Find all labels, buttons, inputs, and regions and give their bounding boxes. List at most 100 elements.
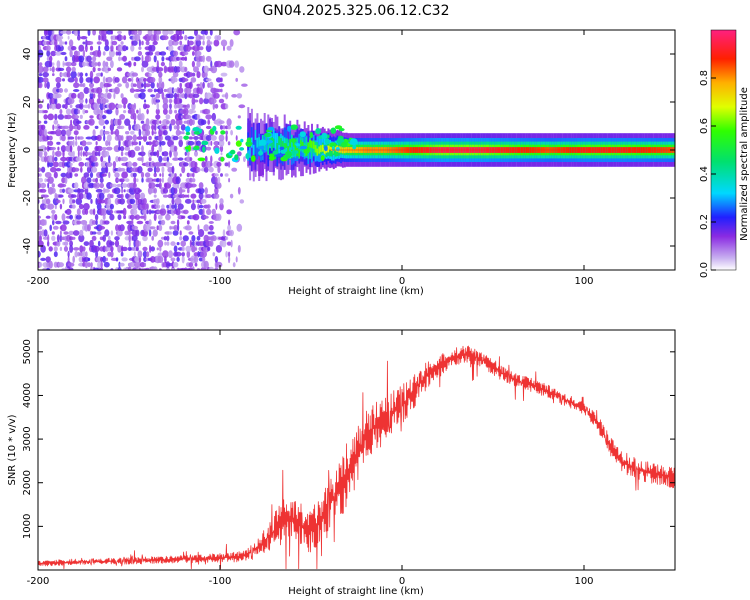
snr-x-tick-label: -200 xyxy=(27,576,50,587)
spectrogram-noise-cell xyxy=(234,60,240,68)
spectrogram-noise-cell xyxy=(161,204,165,209)
spectrogram-noise-cell xyxy=(135,229,140,237)
spectrogram-noise-cell xyxy=(73,130,79,136)
spectrogram-noise-cell xyxy=(113,92,116,100)
spectrogram-blob xyxy=(185,131,191,136)
spectrogram-noise-cell xyxy=(132,134,137,142)
spectrogram-noise-cell xyxy=(77,34,81,41)
spectrogram-noise-cell xyxy=(68,230,74,236)
spectrogram-noise-cell xyxy=(225,236,229,241)
spectrogram-noise-cell xyxy=(116,67,123,72)
spectrogram-noise-cell xyxy=(92,56,97,62)
spectrogram-noise-cell xyxy=(178,186,183,195)
spectrogram-noise-cell xyxy=(143,99,147,103)
spectrogram-noise-cell xyxy=(73,247,80,251)
spectrogram-noise-cell xyxy=(167,30,174,35)
spectrogram-noise-cell xyxy=(197,187,205,194)
spectrogram-noise-cell xyxy=(176,242,180,246)
spectrogram-noise-cell xyxy=(186,220,190,225)
spectrogram-noise-cell xyxy=(225,130,229,135)
spectrogram-noise-cell xyxy=(155,93,161,99)
spectrogram-noise-cell xyxy=(156,247,159,251)
spectrogram-noise-cell xyxy=(236,93,243,99)
spectrogram-noise-cell xyxy=(187,40,194,46)
spectrogram-noise-cell xyxy=(178,119,183,126)
spectrogram-noise-cell xyxy=(90,266,93,270)
spectrogram-blob xyxy=(183,135,190,140)
spectrogram-noise-cell xyxy=(115,107,119,116)
spectrogram-noise-cell xyxy=(104,65,110,74)
spectrogram-noise-cell xyxy=(38,167,42,173)
spectrogram-noise-cell xyxy=(190,193,197,199)
spectrogram-noise-cell xyxy=(106,161,113,167)
spectrogram-noise-cell xyxy=(181,166,186,174)
spectrogram-noise-cell xyxy=(141,177,144,183)
spectrogram-noise-cell xyxy=(138,128,142,137)
spectrogram-noise-cell xyxy=(95,145,103,152)
spectrogram-noise-cell xyxy=(121,171,128,179)
spectrogram-line-cell xyxy=(311,140,313,148)
spectrogram-noise-cell xyxy=(217,166,221,174)
spectrogram-noise-cell xyxy=(158,182,162,189)
spectrogram-noise-cell xyxy=(96,41,102,45)
spectrogram-noise-cell xyxy=(149,226,156,230)
spectrogram-noise-cell xyxy=(62,125,70,130)
spectrogram-noise-cell xyxy=(175,129,181,136)
spectrogram-noise-cell xyxy=(197,203,200,210)
spectrogram-noise-cell xyxy=(146,203,149,211)
spectrogram-noise-cell xyxy=(104,99,109,103)
spectrogram-noise-cell xyxy=(194,247,198,251)
spectrogram-noise-cell xyxy=(107,193,112,199)
spectrogram-noise-cell xyxy=(218,83,225,88)
spectrogram-line-cell xyxy=(278,136,281,146)
spectrogram-blob xyxy=(341,141,348,148)
spectrogram-noise-cell xyxy=(220,61,228,67)
spectrogram-noise-cell xyxy=(42,109,45,114)
spectrogram-noise-cell xyxy=(110,230,114,236)
spectrogram-noise-cell xyxy=(78,192,84,200)
spectrogram-noise-cell xyxy=(162,103,169,110)
spectrogram-noise-cell xyxy=(115,224,119,232)
spectrogram-noise-cell xyxy=(68,267,74,270)
spectrogram-noise-cell xyxy=(127,161,133,168)
spectrogram-noise-cell xyxy=(79,229,84,237)
spectrogram-noise-cell xyxy=(54,125,58,130)
spectrogram-noise-cell xyxy=(131,40,138,46)
spectrogram-noise-cell xyxy=(185,114,192,120)
spectrogram-noise-cell xyxy=(233,30,241,36)
spectrogram-noise-cell xyxy=(156,178,160,183)
spectrogram-noise-cell xyxy=(181,215,186,219)
spectrogram-noise-cell xyxy=(115,156,119,163)
spectrogram-noise-cell xyxy=(151,144,155,153)
spectrogram-noise-cell xyxy=(203,224,209,232)
spectrogram-line-cell xyxy=(312,141,315,149)
spectrogram-noise-cell xyxy=(170,172,176,178)
spectrogram-noise-cell xyxy=(69,123,74,132)
spectrogram-noise-cell xyxy=(99,182,104,189)
spectrogram-noise-cell xyxy=(78,44,85,52)
spectrogram-noise-cell xyxy=(129,149,136,158)
spectrogram-line-cell xyxy=(281,141,284,150)
spectrogram-noise-cell xyxy=(226,209,232,215)
spectrogram-noise-cell xyxy=(145,251,150,258)
spectrogram-noise-cell xyxy=(172,40,179,46)
spectrogram-noise-cell xyxy=(189,81,193,89)
spectrogram-noise-cell xyxy=(161,166,165,174)
spectrogram-noise-cell xyxy=(73,167,80,172)
spectrogram-noise-cell xyxy=(86,55,92,63)
spectrogram-noise-cell xyxy=(131,225,138,230)
spectrogram-noise-cell xyxy=(204,155,208,163)
spectrogram-noise-cell xyxy=(139,88,146,93)
spectrogram-noise-cell xyxy=(194,262,198,267)
spectrogram-noise-cell xyxy=(63,241,69,247)
spectrogram-noise-cell xyxy=(236,151,242,157)
spectrogram-noise-cell xyxy=(243,156,246,163)
spectrogram-noise-cell xyxy=(67,256,70,263)
spectrogram-noise-cell xyxy=(127,204,133,209)
spectrogram-noise-cell xyxy=(99,219,104,226)
spectrogram-blob xyxy=(214,147,220,154)
spectrogram-noise-cell xyxy=(107,92,112,100)
spectrogram-noise-cell xyxy=(137,157,143,162)
spectrogram-noise-cell xyxy=(134,187,141,195)
spectrogram-noise-cell xyxy=(207,109,211,114)
